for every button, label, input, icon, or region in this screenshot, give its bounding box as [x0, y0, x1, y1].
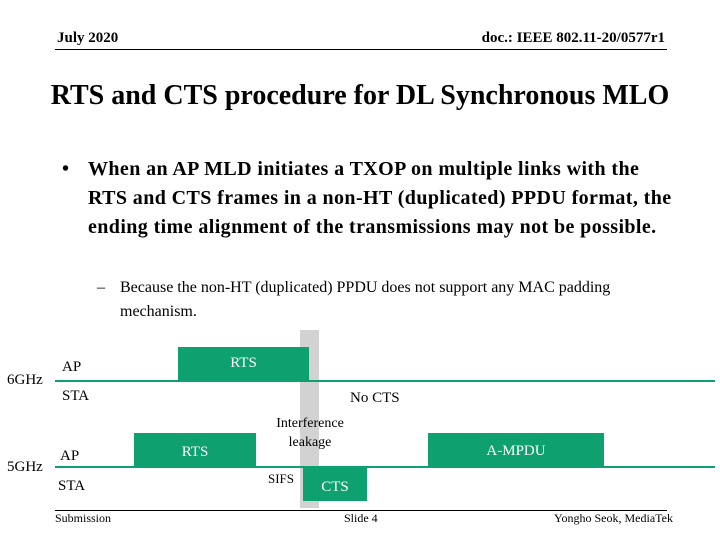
rts-frame-5ghz: RTS [134, 433, 256, 466]
footer-submission: Submission [55, 511, 112, 525]
ap-5ghz-label: AP [60, 448, 80, 464]
bullet-marker: • [62, 158, 70, 180]
header-date: July 2020 [57, 30, 119, 46]
slide-title: RTS and CTS procedure for DL Synchronous… [50, 80, 670, 111]
sub-bullet-marker: – [97, 279, 105, 296]
rts-frame-6ghz: RTS [178, 347, 309, 380]
footer-rule [55, 510, 667, 511]
sta-6ghz-label: STA [62, 388, 90, 404]
sifs-label: SIFS [268, 471, 295, 486]
ampdu-frame-5ghz: A-MPDU [428, 433, 604, 466]
bullet-text: When an AP MLD initiates a TXOP on multi… [88, 158, 672, 238]
link-6ghz-line [55, 380, 715, 382]
no-cts-label: No CTS [350, 390, 400, 406]
interference-leakage-label: Interference leakage [276, 416, 344, 450]
ap-6ghz-label: AP [62, 359, 82, 375]
footer-author: Yongho Seok, MediaTek [554, 511, 673, 525]
header-doc-number: doc.: IEEE 802.11-20/0577r1 [481, 30, 665, 46]
header-rule [55, 49, 667, 50]
footer-slide-number: Slide 4 [344, 511, 378, 525]
band-5ghz-label: 5GHz [7, 459, 43, 475]
sub-bullet-text: Because the non-HT (duplicated) PPDU doe… [120, 279, 611, 320]
cts-frame-5ghz: CTS [303, 468, 367, 501]
link-5ghz-line [55, 466, 715, 468]
band-6ghz-label: 6GHz [7, 372, 43, 388]
sta-5ghz-label: STA [58, 478, 86, 494]
